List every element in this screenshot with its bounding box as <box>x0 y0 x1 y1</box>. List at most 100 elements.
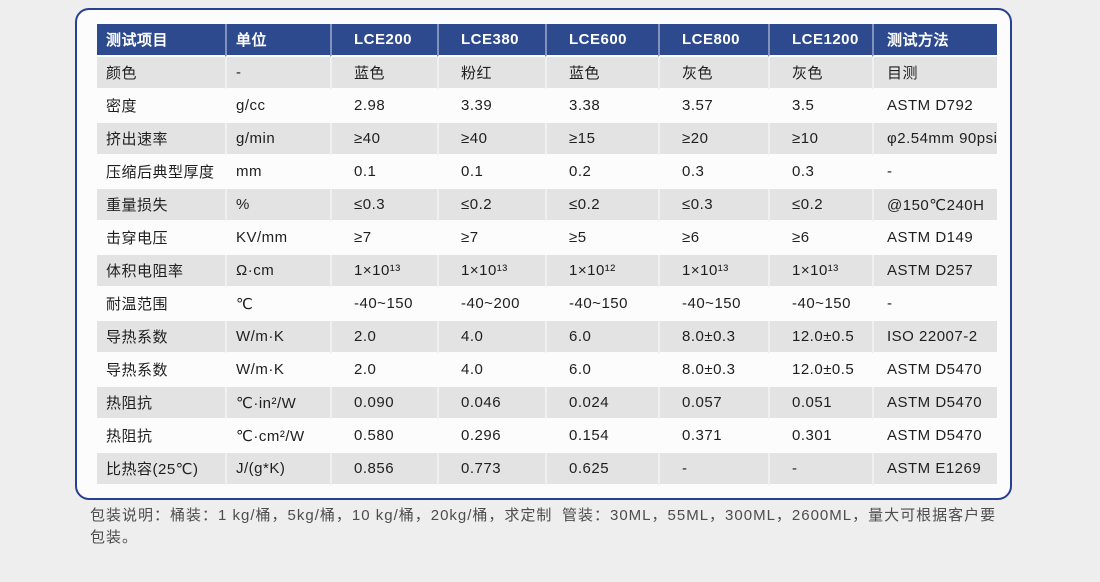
row-label: 导热系数 <box>97 321 225 354</box>
row-label: 压缩后典型厚度 <box>97 156 225 189</box>
table-cell: - <box>872 156 997 189</box>
table-cell: ≤0.3 <box>330 189 437 222</box>
table-header-row: 测试项目 单位 LCE200 LCE380 LCE600 LCE800 LCE1200 测试方… <box>97 24 997 57</box>
table-cell: 0.3 <box>768 156 872 189</box>
table-cell: 3.5 <box>768 90 872 123</box>
table-cell: mm <box>225 156 330 189</box>
row-label: 比热容(25℃) <box>97 453 225 486</box>
table-cell: 1×10¹³ <box>768 255 872 288</box>
table-cell: ≥15 <box>545 123 658 156</box>
table-cell: ℃·cm²/W <box>225 420 330 453</box>
table-cell: 1×10¹³ <box>330 255 437 288</box>
table-cell: 0.296 <box>437 420 545 453</box>
table-cell: 2.0 <box>330 354 437 387</box>
table-cell: 0.2 <box>545 156 658 189</box>
column-header: LCE1200 <box>768 24 872 57</box>
table-cell: -40~150 <box>330 288 437 321</box>
table-row: 热阻抗 ℃·cm²/W 0.580 0.296 0.154 0.371 0.301 ASTM … <box>97 420 997 453</box>
table-cell: 3.39 <box>437 90 545 123</box>
table-row: 体积电阻率 Ω·cm 1×10¹³ 1×10¹³ 1×10¹² 1×10¹³ 1×10¹³ A… <box>97 255 997 288</box>
table-cell: W/m·K <box>225 354 330 387</box>
table-cell: ASTM D5470 <box>872 420 997 453</box>
table-cell: 2.0 <box>330 321 437 354</box>
spec-table: 测试项目 单位 LCE200 LCE380 LCE600 LCE800 LCE1200 测试方… <box>97 24 997 486</box>
table-row: 热阻抗 ℃·in²/W 0.090 0.046 0.024 0.057 0.051 ASTM … <box>97 387 997 420</box>
table-cell: ≤0.3 <box>658 189 768 222</box>
column-header: 测试方法 <box>872 24 997 57</box>
table-cell: 0.580 <box>330 420 437 453</box>
table-cell: ≥5 <box>545 222 658 255</box>
column-header: 测试项目 <box>97 24 225 57</box>
table-cell: 0.154 <box>545 420 658 453</box>
column-header: LCE600 <box>545 24 658 57</box>
table-cell: ASTM D5470 <box>872 354 997 387</box>
table-cell: 0.090 <box>330 387 437 420</box>
table-cell: 0.301 <box>768 420 872 453</box>
table-cell: 0.1 <box>437 156 545 189</box>
table-cell: 12.0±0.5 <box>768 354 872 387</box>
packaging-note-barrel: 包装说明：桶装：1 kg/桶，5kg/桶，10 kg/桶，20kg/桶，求定制包… <box>90 507 553 546</box>
row-label: 颜色 <box>97 57 225 90</box>
table-cell: ℃ <box>225 288 330 321</box>
table-cell: ASTM D5470 <box>872 387 997 420</box>
table-cell: 12.0±0.5 <box>768 321 872 354</box>
table-cell: ≥10 <box>768 123 872 156</box>
table-cell: J/(g*K) <box>225 453 330 486</box>
table-row: 比热容(25℃) J/(g*K) 0.856 0.773 0.625- - ASTM E12… <box>97 453 997 486</box>
table-cell: @150℃240H <box>872 189 997 222</box>
table-cell: 4.0 <box>437 354 545 387</box>
table-cell: 0.024 <box>545 387 658 420</box>
table-cell: 0.856 <box>330 453 437 486</box>
table-cell: 8.0±0.3 <box>658 354 768 387</box>
table-cell: ≤0.2 <box>437 189 545 222</box>
row-label: 挤出速率 <box>97 123 225 156</box>
table-cell: ≥40 <box>437 123 545 156</box>
table-cell: g/min <box>225 123 330 156</box>
table-cell: W/m·K <box>225 321 330 354</box>
table-row: 压缩后典型厚度 mm 0.1 0.1 0.2 0.3 0.3- <box>97 156 997 189</box>
table-cell: 8.0±0.3 <box>658 321 768 354</box>
table-cell: 6.0 <box>545 354 658 387</box>
table-cell: 1×10¹³ <box>437 255 545 288</box>
table-cell: - <box>658 453 768 486</box>
table-cell: ≥6 <box>658 222 768 255</box>
table-cell: ≥6 <box>768 222 872 255</box>
row-label: 耐温范围 <box>97 288 225 321</box>
table-cell: 灰色 <box>768 57 872 90</box>
row-label: 热阻抗 <box>97 420 225 453</box>
table-cell: 3.57 <box>658 90 768 123</box>
table-row: 密度 g/cc 2.98 3.39 3.38 3.57 3.5 ASTM D792 <box>97 90 997 123</box>
table-row: 颜色 - 蓝色 粉红 蓝色 灰色 灰色 目测 <box>97 57 997 90</box>
table-cell: 0.057 <box>658 387 768 420</box>
table-cell: 0.773 <box>437 453 545 486</box>
table-cell: 1×10¹² <box>545 255 658 288</box>
table-cell: -40~200 <box>437 288 545 321</box>
table-cell: -40~150 <box>658 288 768 321</box>
table-cell: 蓝色 <box>330 57 437 90</box>
table-cell: 0.371 <box>658 420 768 453</box>
table-cell: g/cc <box>225 90 330 123</box>
column-header: 单位 <box>225 24 330 57</box>
row-label: 密度 <box>97 90 225 123</box>
table-cell: 6.0 <box>545 321 658 354</box>
table-cell: 1×10¹³ <box>658 255 768 288</box>
table-cell: ASTM D257 <box>872 255 997 288</box>
table-cell: ISO 22007-2 <box>872 321 997 354</box>
column-header: LCE800 <box>658 24 768 57</box>
table-cell: % <box>225 189 330 222</box>
table-cell: 灰色 <box>658 57 768 90</box>
packaging-note: 包装说明：桶装：1 kg/桶，5kg/桶，10 kg/桶，20kg/桶，求定制包… <box>90 505 1012 549</box>
row-label: 体积电阻率 <box>97 255 225 288</box>
table-cell: 0.3 <box>658 156 768 189</box>
table-row: 耐温范围 ℃ -40~150 -40~200 -40~150 -40~150 -40~150… <box>97 288 997 321</box>
table-cell: - <box>225 57 330 90</box>
row-label: 导热系数 <box>97 354 225 387</box>
row-label: 击穿电压 <box>97 222 225 255</box>
table-cell: Ω·cm <box>225 255 330 288</box>
table-row: 击穿电压 KV/mm ≥7 ≥7 ≥5 ≥6 ≥6 ASTM D149 <box>97 222 997 255</box>
table-row: 导热系数 W/m·K 2.0 4.0 6.0 8.0±0.3 12.0±0.5 ASTM D5… <box>97 354 997 387</box>
table-cell: - <box>768 453 872 486</box>
table-cell: ℃·in²/W <box>225 387 330 420</box>
table-row: 导热系数 W/m·K 2.0 4.0 6.0 8.0±0.3 12.0±0.5 ISO 220… <box>97 321 997 354</box>
table-cell: φ2.54mm 90psi <box>872 123 997 156</box>
